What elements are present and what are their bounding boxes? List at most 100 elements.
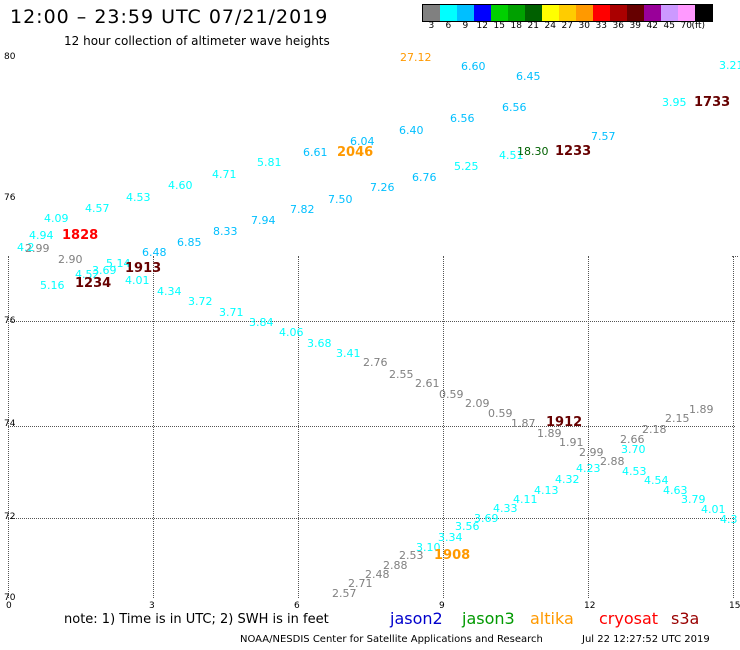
wave-height-label: 3.41 — [336, 347, 361, 360]
legend-swatch — [423, 5, 440, 21]
pass-time-label: 1913 — [125, 261, 162, 276]
wave-height-label: 18.30 — [517, 145, 549, 158]
wave-height-label: 0.59 — [439, 388, 464, 401]
legend-swatch — [542, 5, 559, 21]
wave-height-label: 6.04 — [350, 135, 375, 148]
wave-height-label: 3.69 — [474, 512, 499, 525]
color-scale-legend — [422, 4, 713, 22]
legend-label: 21 — [527, 21, 539, 31]
wave-height-label: 4.01 — [125, 274, 150, 287]
page-subtitle: 12 hour collection of altimeter wave hei… — [64, 34, 330, 48]
x-tick-label: 9 — [439, 601, 445, 611]
wave-height-label: 6.61 — [303, 146, 328, 159]
pass-time-label: 1733 — [694, 95, 731, 110]
legend-swatch — [610, 5, 627, 21]
legend-swatch — [678, 5, 695, 21]
wave-height-label: 5.81 — [257, 156, 282, 169]
wave-height-label: 3.72 — [188, 295, 213, 308]
wave-height-label: 6.85 — [177, 236, 202, 249]
wave-height-label: 3.10 — [416, 541, 441, 554]
wave-height-label: 4.52 — [75, 268, 100, 281]
wave-height-label: 2.71 — [348, 577, 373, 590]
pass-time-label: 1912 — [546, 415, 583, 430]
wave-height-label: 3.84 — [249, 316, 274, 329]
pass-time-label: 2046 — [337, 145, 374, 160]
legend-swatch — [491, 5, 508, 21]
pass-time-label: 1234 — [75, 276, 112, 291]
longitude-gridline — [298, 256, 299, 598]
y-tick-label: 76 — [4, 193, 16, 203]
wave-height-label: 4.23 — [576, 462, 601, 475]
wave-height-label: 4.71 — [212, 168, 237, 181]
legend-label: 39 — [629, 21, 641, 31]
legend-swatch — [508, 5, 525, 21]
x-tick-label: 6 — [294, 601, 300, 611]
satellite-label-cryosat: cryosat — [599, 609, 659, 628]
legend-swatch — [695, 5, 712, 21]
wave-height-label: 4.06 — [279, 326, 304, 339]
wave-height-label: 2.66 — [620, 433, 645, 446]
latitude-gridline — [732, 256, 738, 257]
wave-height-label: 4.54 — [644, 474, 669, 487]
wave-height-label: 3.69 — [92, 264, 117, 277]
wave-height-label: 7.57 — [591, 130, 616, 143]
longitude-gridline — [733, 256, 734, 598]
wave-height-label: 6.60 — [461, 60, 486, 73]
legend-label: 36 — [612, 21, 624, 31]
legend-swatch — [593, 5, 610, 21]
wave-height-label: 27.12 — [400, 51, 432, 64]
wave-height-label: 2.55 — [389, 368, 414, 381]
wave-height-label: 8.33 — [213, 225, 238, 238]
credit-line: NOAA/NESDIS Center for Satellite Applica… — [240, 634, 543, 645]
wave-height-label: 2.88 — [600, 455, 625, 468]
wave-height-label: 7.26 — [370, 181, 395, 194]
y-tick-label: 74 — [4, 419, 16, 429]
wave-height-label: 3.79 — [681, 493, 706, 506]
wave-height-label: 4.53 — [622, 465, 647, 478]
satellite-label-jason2: jason2 — [390, 609, 443, 628]
wave-height-label: 2.53 — [399, 549, 424, 562]
wave-height-label: 6.45 — [516, 70, 541, 83]
wave-height-label: 2.61 — [415, 377, 440, 390]
wave-height-label: 4.51 — [499, 149, 524, 162]
wave-height-label: 4.94 — [29, 229, 54, 242]
wave-height-label: 4.33 — [493, 502, 518, 515]
wave-height-label: 2.90 — [58, 253, 83, 266]
generated-timestamp: Jul 22 12:27:52 UTC 2019 — [582, 634, 710, 645]
satellite-label-altika: altika — [530, 609, 574, 628]
wave-height-label: 6.56 — [502, 101, 527, 114]
legend-label: 9 — [462, 21, 469, 31]
wave-height-label: 4.11 — [513, 493, 538, 506]
wave-height-label: 3.21 — [719, 59, 740, 72]
wave-height-label: 1.91 — [559, 436, 584, 449]
pass-time-label: 1828 — [62, 228, 99, 243]
legend-label: 6 — [445, 21, 452, 31]
legend-swatch — [661, 5, 678, 21]
y-tick-label: 76 — [4, 316, 16, 326]
wave-height-label: 2.99 — [579, 446, 604, 459]
footer-note: note: 1) Time is in UTC; 2) SWH is in fe… — [64, 612, 329, 627]
wave-height-label: 1.89 — [537, 427, 562, 440]
legend-swatch — [576, 5, 593, 21]
wave-height-label: 4.13 — [534, 484, 559, 497]
longitude-gridline — [8, 256, 9, 598]
wave-height-label: 4.63 — [663, 484, 688, 497]
wave-height-label: 5.14 — [106, 257, 131, 270]
legend-label: 33 — [595, 21, 607, 31]
latitude-gridline — [8, 518, 735, 519]
satellite-label-jason3: jason3 — [462, 609, 515, 628]
wave-height-label: 2.76 — [363, 356, 388, 369]
y-tick-label: 70 — [4, 593, 16, 603]
longitude-gridline — [443, 256, 444, 598]
wave-height-label: 1.89 — [689, 403, 714, 416]
wave-height-label: 4.09 — [44, 212, 69, 225]
legend-label: 18 — [510, 21, 522, 31]
wave-height-label: 5.25 — [454, 160, 479, 173]
x-tick-label: 15 — [729, 601, 740, 611]
longitude-gridline — [153, 256, 154, 598]
wave-height-label: 3.34 — [438, 531, 463, 544]
wave-height-label: 2.57 — [332, 587, 357, 600]
wave-height-label: 6.56 — [450, 112, 475, 125]
y-tick-label: 80 — [4, 52, 16, 62]
